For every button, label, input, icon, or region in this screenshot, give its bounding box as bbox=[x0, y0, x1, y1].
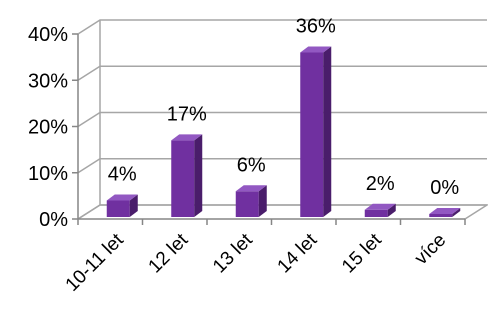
bar-front-face bbox=[364, 209, 388, 217]
bar-side-face bbox=[387, 203, 396, 217]
labels: 0% 10% 20% 30% 40% 4% 10-11 let 17% 12 let 6% 13 l… bbox=[28, 16, 459, 296]
bar-15-let bbox=[364, 203, 396, 217]
bar-front-face bbox=[171, 140, 195, 217]
bar-14-let bbox=[300, 46, 332, 217]
bar-side-face bbox=[258, 185, 267, 217]
y-tick-label: 30% bbox=[28, 70, 68, 92]
gridline bbox=[77, 65, 487, 81]
x-tick-label: více bbox=[411, 230, 450, 269]
bar-top-face bbox=[429, 208, 461, 214]
bar-front-face bbox=[429, 214, 453, 217]
bar-top-face bbox=[106, 194, 138, 201]
bar-front-face bbox=[235, 191, 259, 217]
y-tick-label: 40% bbox=[28, 24, 68, 46]
gridline bbox=[77, 111, 487, 128]
gridline bbox=[77, 204, 487, 220]
bar-13-let bbox=[235, 185, 267, 217]
bar-top-face bbox=[364, 203, 396, 210]
bar-side-face bbox=[452, 208, 461, 217]
floor-line bbox=[77, 204, 488, 220]
x-tick-label: 15 let bbox=[338, 229, 386, 277]
y-tick-label: 20% bbox=[28, 117, 68, 139]
data-label: 6% bbox=[237, 154, 266, 176]
x-tick-label: 10-11 let bbox=[62, 229, 129, 296]
bar-top-face bbox=[235, 185, 267, 192]
bar-top-face bbox=[171, 134, 203, 141]
x-tick-label: 13 let bbox=[209, 229, 257, 277]
data-label: 0% bbox=[430, 177, 459, 199]
gridlines bbox=[72, 19, 488, 225]
bar-10-11-let bbox=[106, 194, 138, 217]
bar-top-face bbox=[300, 46, 332, 53]
y-tick-label: 0% bbox=[39, 209, 68, 231]
gridline bbox=[77, 19, 487, 35]
bar-side-face bbox=[194, 134, 203, 217]
bar-front-face bbox=[106, 200, 130, 217]
bars bbox=[106, 46, 461, 217]
x-tick-label: 14 let bbox=[274, 229, 322, 277]
data-label: 36% bbox=[296, 16, 336, 38]
data-label: 17% bbox=[167, 103, 207, 125]
y-tick-label: 10% bbox=[28, 163, 68, 185]
data-label: 4% bbox=[108, 164, 137, 186]
gridline bbox=[77, 158, 487, 174]
bar-v-ce bbox=[429, 208, 461, 217]
data-label: 2% bbox=[366, 173, 395, 195]
x-tick-label: 12 let bbox=[145, 229, 193, 277]
bar-12-let bbox=[171, 134, 203, 217]
bar-front-face bbox=[300, 52, 324, 217]
bar-side-face bbox=[323, 46, 332, 217]
bar-side-face bbox=[129, 194, 138, 217]
